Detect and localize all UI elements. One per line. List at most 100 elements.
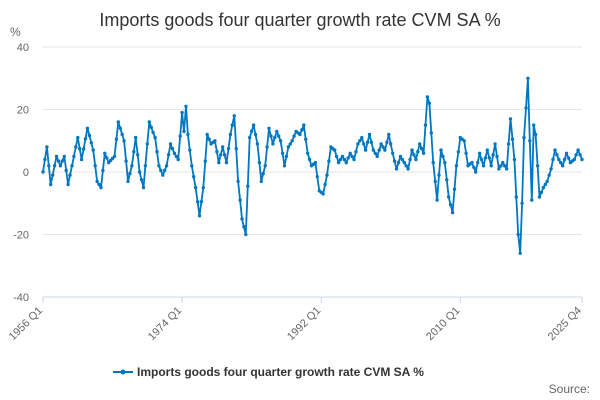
data-point: [454, 164, 459, 168]
data-point: [481, 164, 486, 168]
data-point: [70, 164, 74, 168]
data-point: [306, 151, 310, 155]
data-point: [221, 145, 225, 149]
data-point: [336, 160, 341, 165]
data-point: [197, 214, 202, 218]
data-point: [483, 156, 488, 160]
data-point: [520, 201, 524, 205]
data-point: [406, 167, 410, 171]
data-point: [93, 164, 97, 168]
data-point: [68, 173, 72, 177]
data-point: [228, 132, 233, 137]
data-point: [503, 164, 507, 168]
data-point: [83, 137, 88, 141]
data-point: [445, 178, 449, 182]
data-point: [60, 159, 64, 163]
data-point: [101, 168, 105, 173]
data-point: [477, 151, 482, 155]
data-point: [58, 164, 63, 168]
data-point: [192, 175, 196, 179]
data-point: [74, 145, 78, 149]
y-axis-label: %: [10, 25, 21, 39]
data-point: [404, 164, 408, 168]
data-point: [394, 167, 399, 171]
data-point: [381, 145, 385, 149]
data-point: [476, 160, 480, 165]
legend[interactable]: Imports goods four quarter growth rate C…: [113, 365, 424, 379]
data-point: [248, 135, 252, 140]
data-point: [429, 131, 433, 135]
data-point: [352, 157, 356, 162]
y-tick-label: 20: [17, 105, 29, 117]
data-point: [418, 142, 422, 146]
data-point: [49, 182, 53, 187]
data-point: [89, 141, 94, 145]
data-point: [176, 157, 180, 162]
data-point: [580, 157, 584, 162]
data-point: [99, 185, 103, 190]
data-point: [282, 164, 287, 168]
data-point: [168, 142, 173, 146]
data-point: [574, 153, 578, 157]
data-point: [79, 157, 84, 162]
data-point: [126, 179, 130, 184]
x-tick-label: 1956 Q1: [7, 305, 45, 343]
data-point: [437, 173, 441, 177]
data-point: [213, 139, 217, 143]
data-point: [253, 132, 258, 137]
data-point: [564, 151, 569, 155]
data-point: [166, 153, 171, 157]
data-point: [132, 150, 136, 154]
data-point: [141, 185, 146, 190]
data-point: [537, 195, 542, 199]
y-tick-label: -40: [13, 292, 29, 304]
data-point: [535, 164, 540, 168]
data-point: [379, 142, 383, 146]
data-point: [41, 170, 45, 174]
data-point: [510, 137, 515, 141]
data-point: [348, 151, 352, 155]
data-point: [495, 154, 499, 159]
data-point: [246, 184, 250, 188]
data-point: [363, 148, 368, 152]
data-point: [344, 160, 348, 165]
data-point: [72, 154, 76, 159]
data-point: [433, 179, 437, 184]
data-point: [105, 156, 109, 160]
data-point: [201, 185, 205, 190]
data-point: [499, 164, 503, 168]
data-point: [547, 173, 551, 177]
data-point: [474, 170, 478, 174]
data-point: [358, 139, 362, 143]
data-point: [526, 76, 530, 81]
data-point: [95, 179, 99, 184]
data-point: [149, 125, 153, 129]
data-point: [410, 148, 414, 152]
data-point: [553, 148, 557, 152]
data-point: [425, 95, 430, 99]
data-point: [443, 160, 447, 165]
data-point: [182, 129, 186, 134]
data-point: [325, 173, 329, 177]
data-point: [174, 154, 178, 159]
data-point: [155, 150, 159, 154]
data-point: [452, 187, 457, 191]
data-point: [562, 157, 567, 162]
data-point: [280, 151, 285, 155]
data-point: [342, 157, 347, 162]
data-point: [47, 164, 51, 168]
data-point: [207, 137, 211, 141]
data-point: [286, 145, 291, 149]
data-point: [51, 173, 55, 177]
data-point: [576, 148, 580, 152]
data-point: [447, 195, 451, 199]
data-point: [441, 154, 445, 159]
legend-marker-symbol: [120, 369, 126, 375]
data-point: [178, 134, 182, 138]
data-point: [333, 148, 337, 152]
data-point: [118, 126, 123, 130]
data-point: [232, 114, 236, 118]
data-point: [139, 178, 144, 182]
data-point: [143, 164, 148, 168]
data-point: [514, 195, 518, 199]
